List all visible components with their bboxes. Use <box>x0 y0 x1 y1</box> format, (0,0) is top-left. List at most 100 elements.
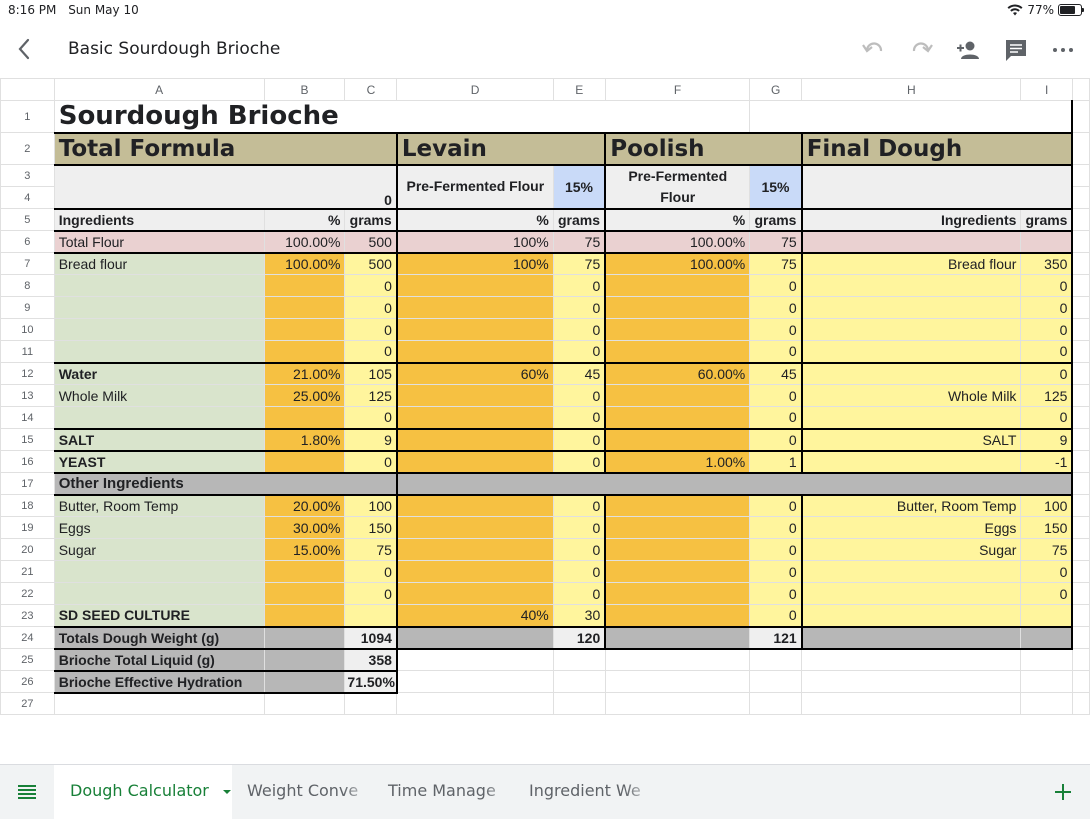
total-prefermented-cell[interactable]: 0 <box>53 164 398 210</box>
row-header[interactable]: 5 <box>0 208 55 231</box>
cell[interactable]: 1 <box>749 449 803 473</box>
cell[interactable]: 75 <box>552 230 606 253</box>
cell[interactable]: 100.00% <box>263 230 346 253</box>
cell[interactable] <box>395 427 554 451</box>
cell[interactable]: 0 <box>344 274 398 297</box>
cell[interactable] <box>800 604 1022 627</box>
cell[interactable]: 0 <box>1020 560 1074 583</box>
cell[interactable]: 105 <box>344 361 398 385</box>
cell[interactable] <box>395 560 554 583</box>
cell[interactable]: 0 <box>749 406 803 429</box>
cell[interactable] <box>395 625 554 650</box>
cell[interactable] <box>263 560 346 583</box>
column-header[interactable]: I <box>1020 78 1073 101</box>
header-final-ingredients[interactable]: Ingredients <box>800 208 1022 232</box>
cell[interactable]: 1094 <box>344 625 398 650</box>
cell[interactable]: 0 <box>749 427 803 451</box>
cell[interactable] <box>604 384 751 407</box>
cell[interactable]: SALT <box>800 427 1022 451</box>
cell[interactable] <box>263 625 346 650</box>
cell[interactable] <box>800 230 1022 253</box>
cell[interactable] <box>53 296 265 319</box>
cell[interactable] <box>604 625 751 650</box>
cell[interactable]: 100% <box>395 251 554 275</box>
cell[interactable]: 0 <box>552 538 606 561</box>
cell[interactable]: 150 <box>1020 516 1074 539</box>
tab-dough-calculator[interactable]: Dough Calculator <box>54 765 232 819</box>
cell[interactable] <box>395 274 554 297</box>
cell[interactable]: 60.00% <box>604 361 751 385</box>
cell[interactable]: 30.00% <box>263 516 346 539</box>
cell[interactable]: 120 <box>552 625 606 650</box>
dropdown-arrow-icon[interactable] <box>222 788 232 796</box>
cell[interactable] <box>344 692 398 715</box>
cell[interactable] <box>395 449 554 473</box>
header-poolish-percent[interactable]: % <box>604 208 751 232</box>
cell[interactable] <box>1020 230 1074 253</box>
column-header[interactable]: F <box>604 78 751 101</box>
cell[interactable]: SD SEED CULTURE <box>53 604 265 627</box>
column-header[interactable]: E <box>552 78 606 101</box>
cell[interactable] <box>800 164 1074 210</box>
header-grams[interactable]: grams <box>344 208 398 232</box>
add-person-icon[interactable] <box>954 36 982 64</box>
cell[interactable]: 0 <box>1020 296 1074 319</box>
row-header[interactable]: 7 <box>0 252 55 275</box>
cell[interactable] <box>263 648 346 672</box>
cell[interactable]: 100% <box>395 230 554 253</box>
cell[interactable]: Eggs <box>53 516 265 539</box>
cell[interactable] <box>604 560 751 583</box>
cell[interactable]: 0 <box>344 449 398 473</box>
cell[interactable]: 45 <box>552 361 606 385</box>
row-header[interactable]: 24 <box>0 626 55 649</box>
cell[interactable] <box>604 318 751 341</box>
cell[interactable] <box>395 296 554 319</box>
cell[interactable]: Brioche Total Liquid (g) <box>53 648 265 672</box>
cell[interactable]: 20.00% <box>263 494 346 517</box>
cell[interactable]: 0 <box>344 340 398 363</box>
cell[interactable]: 0 <box>749 494 803 517</box>
cell[interactable] <box>344 604 398 627</box>
cell[interactable]: 71.50% <box>344 670 398 694</box>
row-header[interactable]: 8 <box>0 274 55 297</box>
cell[interactable] <box>263 604 346 627</box>
header-ingredients[interactable]: Ingredients <box>53 208 265 232</box>
cell[interactable]: 100 <box>1020 494 1074 517</box>
cell[interactable] <box>604 692 751 715</box>
cell[interactable] <box>53 274 265 297</box>
row-header[interactable]: 27 <box>0 692 55 715</box>
row-header[interactable]: 17 <box>0 472 55 495</box>
cell[interactable] <box>395 582 554 605</box>
tab-weight-conversion[interactable]: Weight Conve <box>231 765 373 819</box>
cell[interactable] <box>263 692 346 715</box>
cell[interactable] <box>263 274 346 297</box>
column-header[interactable]: H <box>801 78 1022 101</box>
cell[interactable]: 9 <box>1020 427 1074 451</box>
cell[interactable]: 0 <box>749 604 803 627</box>
levain-percent-cell[interactable]: 15% <box>552 164 606 210</box>
cell[interactable] <box>801 648 1022 671</box>
back-arrow-icon[interactable] <box>12 34 36 64</box>
cell[interactable]: YEAST <box>53 449 265 473</box>
cell[interactable] <box>395 384 554 407</box>
cell[interactable] <box>263 340 346 363</box>
more-icon[interactable] <box>1049 36 1077 64</box>
cell[interactable]: Butter, Room Temp <box>53 494 265 517</box>
cell[interactable] <box>604 538 751 561</box>
row-header[interactable]: 9 <box>0 296 55 319</box>
cell[interactable] <box>263 296 346 319</box>
cell[interactable]: Whole Milk <box>53 384 265 407</box>
cell[interactable] <box>801 692 1022 715</box>
cell[interactable]: Water <box>53 361 265 385</box>
cell[interactable]: 0 <box>749 384 803 407</box>
add-sheet-icon[interactable] <box>1050 779 1076 805</box>
cell[interactable]: 0 <box>552 560 606 583</box>
row-header[interactable]: 3 <box>0 164 55 187</box>
column-header[interactable]: D <box>396 78 554 101</box>
cell[interactable] <box>800 625 1022 650</box>
cell[interactable] <box>396 692 554 715</box>
cell[interactable] <box>800 296 1022 319</box>
cell[interactable]: 100.00% <box>604 251 751 275</box>
cell[interactable] <box>395 318 554 341</box>
header-levain-percent[interactable]: % <box>395 208 554 232</box>
